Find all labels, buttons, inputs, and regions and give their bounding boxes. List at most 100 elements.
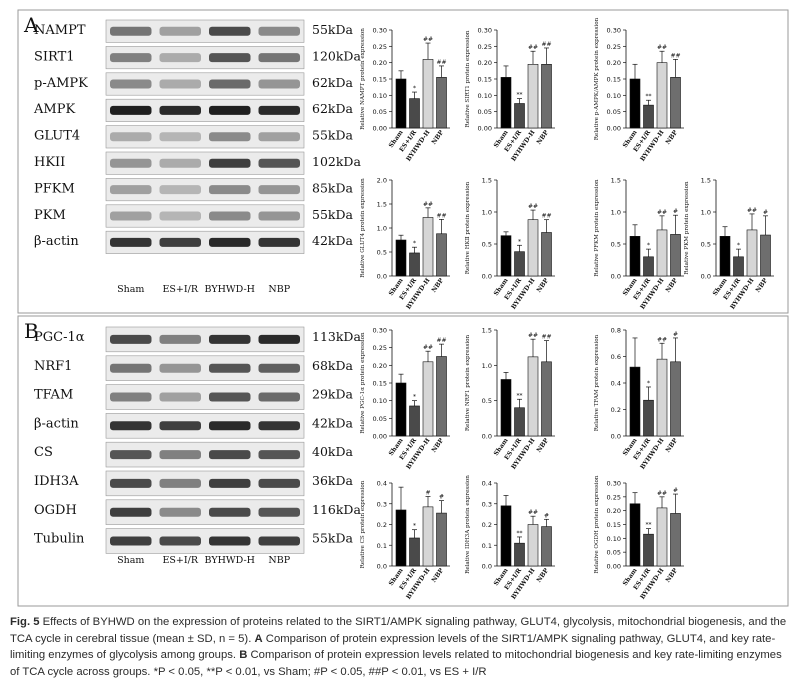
caption-line4: rate-limiting enzymes of TCA cycle acros… xyxy=(10,649,782,678)
blot-label: GLUT4 xyxy=(34,129,80,144)
blot-band xyxy=(110,79,152,89)
blot-size: 102kDa xyxy=(312,154,361,169)
blot-band xyxy=(258,158,300,168)
caption-a-text: Comparison of protein expression levels … xyxy=(265,632,707,645)
y-tick-label: 0.8 xyxy=(611,327,621,335)
y-axis-label: Relative CS protein expression xyxy=(360,480,366,568)
significance-mark: * xyxy=(647,242,650,249)
y-tick-label: 0.15 xyxy=(373,380,387,388)
caption-line1: Effects of BYHWD on the expression of pr… xyxy=(42,616,746,628)
significance-mark: ## xyxy=(423,344,433,351)
bar xyxy=(409,537,420,567)
y-axis-label: Relative NRF1 protein expression xyxy=(465,335,471,432)
blot-band xyxy=(209,363,251,373)
bar-chart: 0.00 0.05 0.10 0.15 0.20 0.25 0.30 Relative NAM… xyxy=(360,27,450,163)
blot-band xyxy=(209,185,251,195)
category-label: NBP xyxy=(664,129,679,146)
blot-size: 40kDa xyxy=(312,444,354,459)
blot-band xyxy=(110,334,152,344)
y-tick-label: 1.5 xyxy=(482,177,492,185)
y-tick-label: 0.15 xyxy=(607,521,621,529)
bar xyxy=(629,366,641,437)
significance-mark: ## xyxy=(541,334,551,341)
figure-caption: Fig. 5 Effects of BYHWD on the expressio… xyxy=(10,614,790,680)
y-tick-label: 0.10 xyxy=(373,92,387,100)
significance-mark: ** xyxy=(517,92,523,99)
blot-band xyxy=(159,185,201,195)
y-tick-label: 0.5 xyxy=(482,397,492,405)
category-label: NBP xyxy=(754,277,769,294)
blot-band xyxy=(159,536,201,546)
bar xyxy=(643,399,654,437)
bar xyxy=(656,229,668,277)
lane-label: BYHWD-H xyxy=(205,555,255,566)
y-tick-label: 2.0 xyxy=(377,177,387,185)
blot-strip xyxy=(105,178,305,202)
y-tick-label: 0.6 xyxy=(611,353,621,361)
significance-mark: * xyxy=(737,242,740,249)
significance-mark: ## xyxy=(541,41,551,48)
bar xyxy=(719,236,731,277)
blot-band xyxy=(159,392,201,402)
bar-chart: 0.0 0.5 1.0 1.5 2.0 Relative GLUT4 protein ex… xyxy=(360,177,450,311)
blot-band xyxy=(209,334,251,344)
significance-mark: ## xyxy=(657,209,667,216)
bar xyxy=(500,77,512,129)
significance-mark: * xyxy=(647,380,650,387)
y-tick-label: 0.00 xyxy=(373,433,387,441)
y-tick-label: 0.20 xyxy=(607,59,621,67)
y-axis-label: Relative NAMPT protein expression xyxy=(360,28,366,130)
blot-band xyxy=(209,26,251,36)
blot-band xyxy=(209,79,251,89)
bar xyxy=(395,382,407,437)
bar xyxy=(436,77,447,129)
blot-size: 62kDa xyxy=(312,101,354,116)
bar xyxy=(643,533,654,567)
bar xyxy=(514,407,525,437)
bar xyxy=(760,234,771,277)
bar xyxy=(514,542,525,567)
y-tick-label: 0.30 xyxy=(607,480,621,488)
y-tick-label: 0.15 xyxy=(607,76,621,84)
y-tick-label: 1.0 xyxy=(482,362,492,370)
blot-size: 36kDa xyxy=(312,473,354,488)
y-tick-label: 0.20 xyxy=(607,507,621,515)
blot-label: TFAM xyxy=(34,388,73,403)
y-tick-label: 0.2 xyxy=(611,406,621,414)
blot-band xyxy=(110,185,152,195)
y-tick-label: 0.30 xyxy=(478,27,492,35)
significance-mark: * xyxy=(413,523,416,530)
bar-chart: 0.0 0.5 1.0 1.5 Relative PFKM protein expres… xyxy=(594,177,684,311)
blot-size: 116kDa xyxy=(312,502,361,517)
blot-band xyxy=(258,507,300,517)
y-tick-label: 0.4 xyxy=(611,380,621,388)
y-tick-label: 0.05 xyxy=(607,108,621,116)
y-axis-label: Relative OGDH protein expression xyxy=(594,475,600,573)
significance-mark: ## xyxy=(657,490,667,497)
blot-band xyxy=(209,211,251,221)
blot-band xyxy=(258,53,300,63)
blot-band xyxy=(258,450,300,460)
significance-mark: ## xyxy=(670,52,680,59)
blot-band xyxy=(159,105,201,115)
y-tick-label: 0.00 xyxy=(607,563,621,571)
bar xyxy=(436,356,447,437)
bar xyxy=(643,104,654,129)
blot-band xyxy=(258,392,300,402)
category-label: NBP xyxy=(664,567,679,584)
blot-band xyxy=(258,132,300,142)
y-axis-label: Relative TFAM protein expression xyxy=(594,334,600,431)
blot-size: 62kDa xyxy=(312,75,354,90)
y-axis-label: Relative SIRT1 protein expression xyxy=(465,30,471,127)
significance-mark: * xyxy=(518,238,521,245)
y-tick-label: 0.10 xyxy=(607,92,621,100)
blot-strip xyxy=(105,72,305,96)
bar xyxy=(395,239,407,277)
blot-band xyxy=(159,158,201,168)
blot-strip xyxy=(105,151,305,175)
significance-mark: ## xyxy=(436,212,446,219)
bar xyxy=(409,252,420,277)
significance-mark: * xyxy=(413,240,416,247)
y-tick-label: 1.0 xyxy=(377,225,387,233)
y-axis-label: Relative IDH3A protein expression xyxy=(465,475,471,574)
